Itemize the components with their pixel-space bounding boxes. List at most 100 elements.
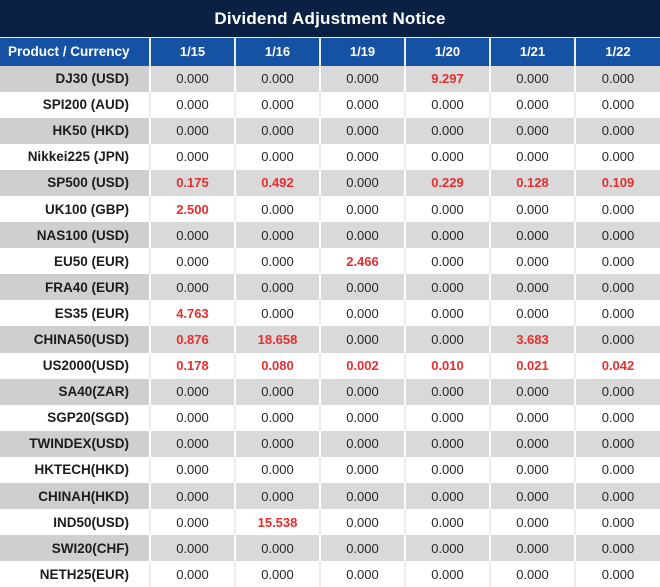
table-row: FRA40 (EUR) 0.000 0.000 0.000 0.000 0.000 0.00… [0,274,660,301]
value-cell: 0.000 [150,561,236,587]
value-cell: 0.000 [320,378,406,405]
value-cell: 0.000 [405,561,491,587]
value-cell: 0.000 [320,222,406,249]
value-cell: 0.000 [490,117,576,144]
value-cell: 0.000 [575,483,660,510]
value-cell: 0.000 [235,248,321,275]
value-cell: 0.000 [405,430,491,457]
value-cell: 0.000 [490,509,576,536]
value-cell: 0.000 [575,378,660,405]
value-cell: 0.175 [150,169,236,196]
value-cell: 0.000 [320,169,406,196]
product-cell: CHINAH(HKD) [0,483,151,510]
page-title: Dividend Adjustment Notice [214,8,446,28]
table-row: HKTECH(HKD) 0.000 0.000 0.000 0.000 0.000 0.00… [0,456,660,483]
product-cell: ES35 (EUR) [0,300,151,327]
value-cell: 0.000 [150,222,236,249]
value-cell: 0.000 [235,535,321,562]
product-cell: US2000(USD) [0,352,151,379]
value-cell: 0.000 [575,404,660,431]
value-cell: 0.000 [575,248,660,275]
value-cell: 0.000 [235,404,321,431]
value-cell: 0.000 [405,483,491,510]
column-header-date: 1/21 [490,37,576,66]
value-cell: 0.000 [150,143,236,170]
value-cell: 0.000 [150,274,236,301]
value-cell: 0.000 [490,378,576,405]
value-cell: 0.000 [150,91,236,118]
value-cell: 0.000 [320,535,406,562]
value-cell: 0.000 [405,91,491,118]
product-cell: SGP20(SGD) [0,404,151,431]
value-cell: 0.000 [405,509,491,536]
table-header-row: Product / Currency 1/15 1/16 1/19 1/20 1/21 1/… [0,37,660,66]
value-cell: 0.000 [490,274,576,301]
value-cell: 0.000 [320,143,406,170]
value-cell: 0.000 [150,117,236,144]
value-cell: 0.000 [150,456,236,483]
product-cell: CHINA50(USD) [0,326,151,353]
value-cell: 0.000 [405,248,491,275]
table-row: NETH25(EUR) 0.000 0.000 0.000 0.000 0.000 0.00… [0,561,660,587]
value-cell: 0.000 [405,378,491,405]
table-row: NAS100 (USD) 0.000 0.000 0.000 0.000 0.000 0.0… [0,222,660,249]
column-header-date: 1/22 [575,37,660,66]
column-header-product: Product / Currency [0,37,151,66]
value-cell: 0.000 [575,456,660,483]
value-cell: 0.000 [235,274,321,301]
value-cell: 0.000 [150,248,236,275]
value-cell: 0.010 [405,352,491,379]
value-cell: 0.000 [575,195,660,223]
product-cell: Nikkei225 (JPN) [0,143,151,170]
value-cell: 0.000 [235,378,321,405]
value-cell: 0.000 [235,430,321,457]
product-cell: FRA40 (EUR) [0,274,151,301]
value-cell: 0.000 [490,404,576,431]
value-cell: 0.109 [575,169,660,196]
value-cell: 0.000 [405,404,491,431]
value-cell: 0.000 [405,456,491,483]
value-cell: 0.000 [575,430,660,457]
value-cell: 0.000 [235,143,321,170]
value-cell: 0.000 [150,404,236,431]
value-cell: 0.000 [320,509,406,536]
table-row: US2000(USD) 0.178 0.080 0.002 0.010 0.021 0.04… [0,352,660,379]
table-row: UK100 (GBP) 2.500 0.000 0.000 0.000 0.000 0.00… [0,195,660,223]
table-row: SP500 (USD) 0.175 0.492 0.000 0.229 0.128 0.10… [0,169,660,196]
value-cell: 0.000 [150,378,236,405]
product-cell: SPI200 (AUD) [0,91,151,118]
value-cell: 0.128 [490,169,576,196]
value-cell: 0.000 [490,91,576,118]
product-cell: SWI20(CHF) [0,535,151,562]
value-cell: 0.000 [150,483,236,510]
product-cell: HK50 (HKD) [0,117,151,144]
product-cell: TWINDEX(USD) [0,430,151,457]
value-cell: 0.000 [575,91,660,118]
table-row: SPI200 (AUD) 0.000 0.000 0.000 0.000 0.000 0.0… [0,91,660,118]
product-cell: IND50(USD) [0,509,151,536]
table-row: HK50 (HKD) 0.000 0.000 0.000 0.000 0.000 0.000 [0,117,660,144]
value-cell: 0.000 [320,483,406,510]
value-cell: 0.000 [405,222,491,249]
column-header-date: 1/20 [405,37,491,66]
table-row: Nikkei225 (JPN) 0.000 0.000 0.000 0.000 0.000… [0,143,660,170]
value-cell: 0.000 [575,222,660,249]
product-cell: SP500 (USD) [0,169,151,196]
value-cell: 0.000 [575,561,660,587]
column-header-date: 1/16 [235,37,321,66]
value-cell: 0.000 [235,65,321,92]
value-cell: 0.000 [405,195,491,223]
table-row: EU50 (EUR) 0.000 0.000 2.466 0.000 0.000 0.000 [0,248,660,275]
value-cell: 0.000 [235,222,321,249]
value-cell: 0.000 [575,274,660,301]
value-cell: 0.000 [490,430,576,457]
table-row: DJ30 (USD) 0.000 0.000 0.000 9.297 0.000 0.000 [0,65,660,92]
value-cell: 0.000 [320,326,406,353]
value-cell: 0.000 [405,535,491,562]
value-cell: 0.876 [150,326,236,353]
value-cell: 0.000 [405,143,491,170]
value-cell: 0.000 [235,300,321,327]
dividend-table: Product / Currency 1/15 1/16 1/19 1/20 1/21 1/… [0,37,660,587]
value-cell: 0.000 [575,65,660,92]
column-header-date: 1/19 [320,37,406,66]
